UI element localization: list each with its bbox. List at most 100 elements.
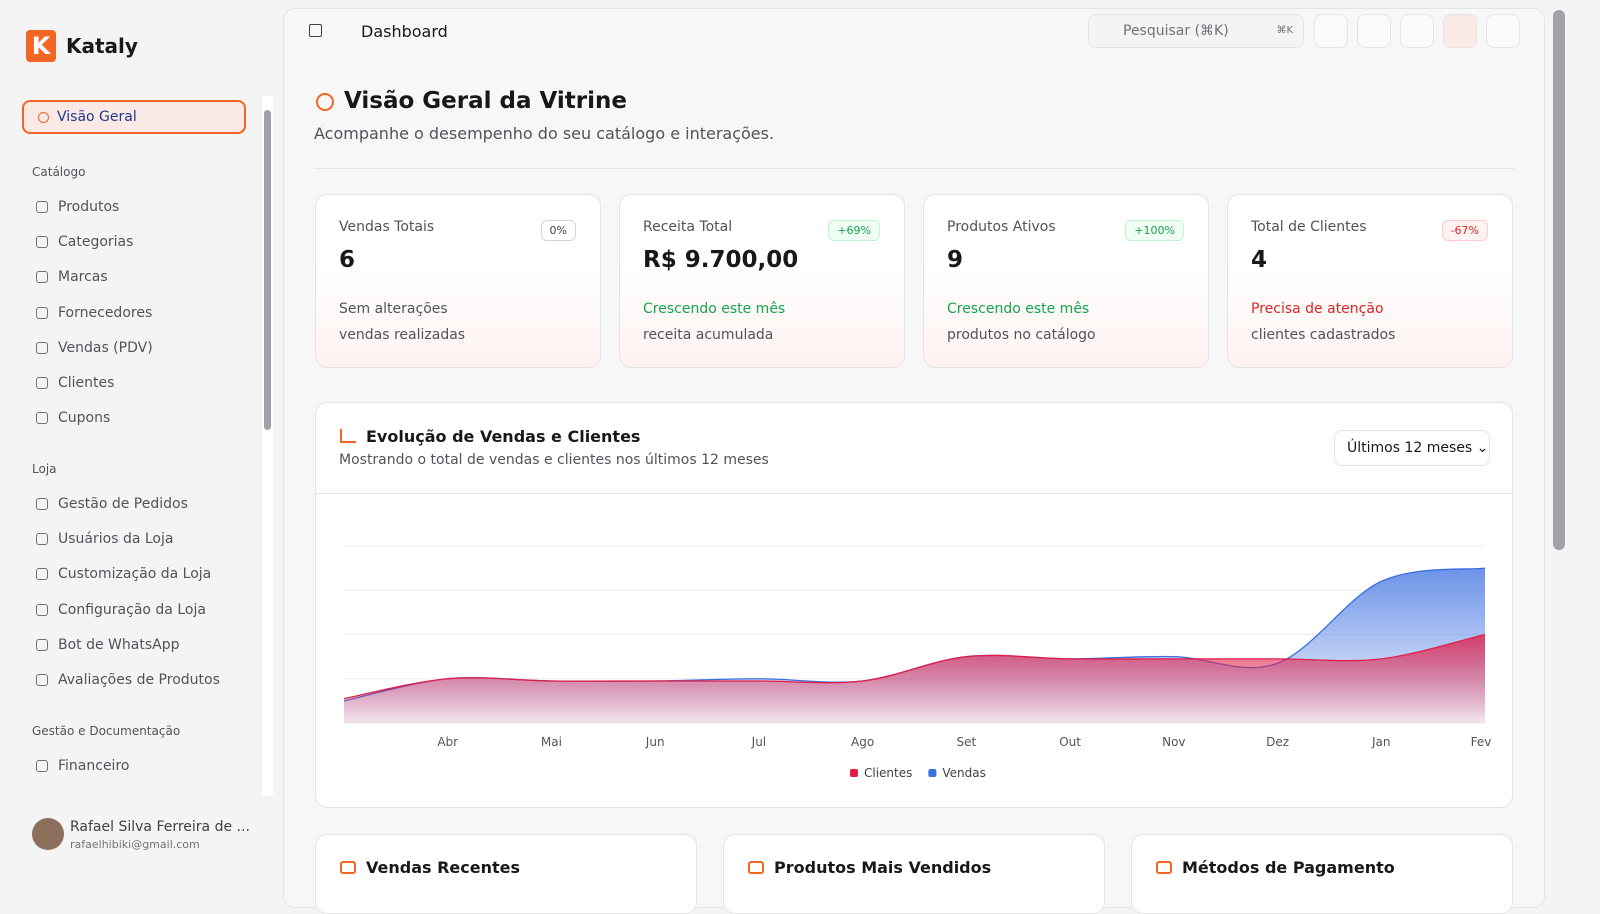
stat-value: R$ 9.700,00	[643, 247, 799, 273]
legend-label: Clientes	[864, 766, 912, 780]
nav-icon	[36, 412, 48, 425]
nav-label: Configuração da Loja	[58, 601, 206, 618]
card-icon	[748, 861, 764, 874]
stat-badge: -67%	[1441, 220, 1488, 241]
brand: Kataly	[66, 34, 138, 58]
card-icon	[340, 861, 356, 874]
stat-card: Produtos Ativos 9 +100% Crescendo este mês p…	[923, 194, 1209, 368]
nav-label: Fornecedores	[58, 304, 153, 321]
nav-item[interactable]: Clientes	[22, 365, 252, 400]
stat-value: 6	[339, 247, 356, 273]
legend-swatch	[928, 769, 937, 777]
stat-label: Produtos Ativos	[947, 219, 1056, 235]
nav-label: Visão Geral	[57, 109, 137, 125]
stat-trend: Precisa de atenção	[1251, 301, 1384, 317]
x-tick-label: Jan	[1371, 735, 1391, 749]
help-button[interactable]	[1443, 14, 1477, 48]
nav-label: Produtos	[58, 198, 120, 215]
nav-item[interactable]: Avaliações de Produtos	[22, 663, 252, 698]
nav-item[interactable]: Cupons	[22, 401, 252, 436]
nav-label: Cupons	[58, 410, 111, 427]
section-title: Gestão e Documentação	[32, 723, 181, 738]
page-title: Visão Geral da Vitrine	[344, 88, 627, 114]
nav-label: Avaliações de Produtos	[58, 672, 220, 689]
nav-item[interactable]: Configuração da Loja	[22, 592, 252, 627]
stat-trend: Crescendo este mês	[643, 301, 786, 317]
nav-icon	[36, 497, 48, 510]
range-label: Últimos 12 meses	[1347, 440, 1473, 456]
nav-icon	[36, 568, 48, 581]
nav-item[interactable]: Vendas (PDV)	[22, 330, 252, 365]
nav-icon	[36, 271, 48, 284]
x-tick-label: Dez	[1266, 735, 1289, 749]
search-placeholder: Pesquisar (⌘K)	[1123, 23, 1229, 39]
stat-trend: Crescendo este mês	[947, 301, 1090, 317]
stat-trend: Sem alterações	[339, 301, 448, 317]
nav-item[interactable]: Fornecedores	[22, 295, 252, 330]
nav-label: Usuários da Loja	[58, 531, 174, 548]
x-tick-label: Mai	[541, 735, 562, 749]
nav-icon	[36, 306, 48, 319]
spacer	[22, 698, 252, 716]
stat-label: Total de Clientes	[1251, 219, 1367, 235]
nav-item[interactable]: Financeiro	[22, 748, 252, 783]
stat-card: Receita Total R$ 9.700,00 +69% Crescendo es…	[619, 194, 905, 368]
nav-icon	[36, 200, 48, 213]
section-title: Loja	[32, 462, 57, 477]
nav-item[interactable]: Bot de WhatsApp	[22, 627, 252, 662]
chart-icon	[340, 429, 356, 443]
title-icon	[316, 93, 334, 111]
nav-active[interactable]: Visão Geral	[22, 100, 246, 134]
stat-note: produtos no catálogo	[947, 327, 1096, 343]
stat-card: Total de Clientes 4 -67% Precisa de atenção…	[1227, 194, 1513, 368]
chart-subtitle: Mostrando o total de vendas e clientes n…	[339, 452, 769, 468]
x-tick-label: Set	[957, 735, 977, 749]
nav-icon	[36, 235, 48, 248]
nav-label: Marcas	[58, 269, 108, 286]
sidebar-nav: Catálogo Produtos Categorias Marcas Forneced…	[22, 157, 252, 783]
stat-value: 4	[1251, 247, 1268, 273]
x-tick-label: Fev	[1471, 735, 1492, 749]
nav-item[interactable]: Categorias	[22, 224, 252, 259]
chart-title: Evolução de Vendas e Clientes	[366, 427, 641, 446]
section-card: Vendas Recentes	[315, 834, 697, 914]
stat-label: Receita Total	[643, 219, 733, 235]
dark-mode-button[interactable]	[1486, 14, 1520, 48]
x-tick-label: Jun	[645, 735, 665, 749]
stat-value: 9	[947, 247, 964, 273]
range-select[interactable]: Últimos 12 meses ⌄	[1334, 430, 1490, 466]
search-box[interactable]: Pesquisar (⌘K) ⌘K	[1088, 14, 1304, 48]
nav-icon	[36, 603, 48, 616]
theme-button[interactable]	[1400, 14, 1434, 48]
card-title: Métodos de Pagamento	[1182, 858, 1395, 877]
stat-note: vendas realizadas	[339, 327, 466, 343]
sidebar-toggle[interactable]	[309, 24, 322, 37]
nav-label: Bot de WhatsApp	[58, 636, 180, 653]
nav-icon	[36, 377, 48, 390]
x-tick-label: Jul	[751, 735, 766, 749]
x-tick-label: Abr	[437, 735, 458, 749]
chart: Abr Mai Jun Jul Ago Set Out Nov Dez Jan Fev Cliente…	[343, 545, 1492, 780]
page-subtitle: Acompanhe o desempenho do seu catálogo e…	[314, 124, 775, 143]
nav-label: Gestão de Pedidos	[58, 495, 188, 512]
nav-item[interactable]: Gestão de Pedidos	[22, 486, 252, 521]
divider	[316, 493, 1512, 494]
section-card: Métodos de Pagamento	[1131, 834, 1513, 914]
icon-button[interactable]	[1314, 14, 1348, 48]
logo: K	[26, 30, 56, 62]
nav-icon	[36, 638, 48, 651]
stat-note: clientes cadastrados	[1251, 327, 1396, 343]
notifications-button[interactable]	[1357, 14, 1391, 48]
x-tick-label: Nov	[1162, 735, 1185, 749]
nav-icon	[36, 341, 48, 354]
avatar	[32, 818, 64, 850]
breadcrumb: Dashboard	[361, 22, 448, 41]
spacer	[22, 436, 252, 454]
nav-label: Customização da Loja	[58, 566, 212, 583]
nav-item[interactable]: Marcas	[22, 260, 252, 295]
nav-icon	[36, 533, 48, 546]
nav-item[interactable]: Customização da Loja	[22, 557, 252, 592]
nav-item[interactable]: Usuários da Loja	[22, 521, 252, 556]
nav-item[interactable]: Produtos	[22, 189, 252, 224]
